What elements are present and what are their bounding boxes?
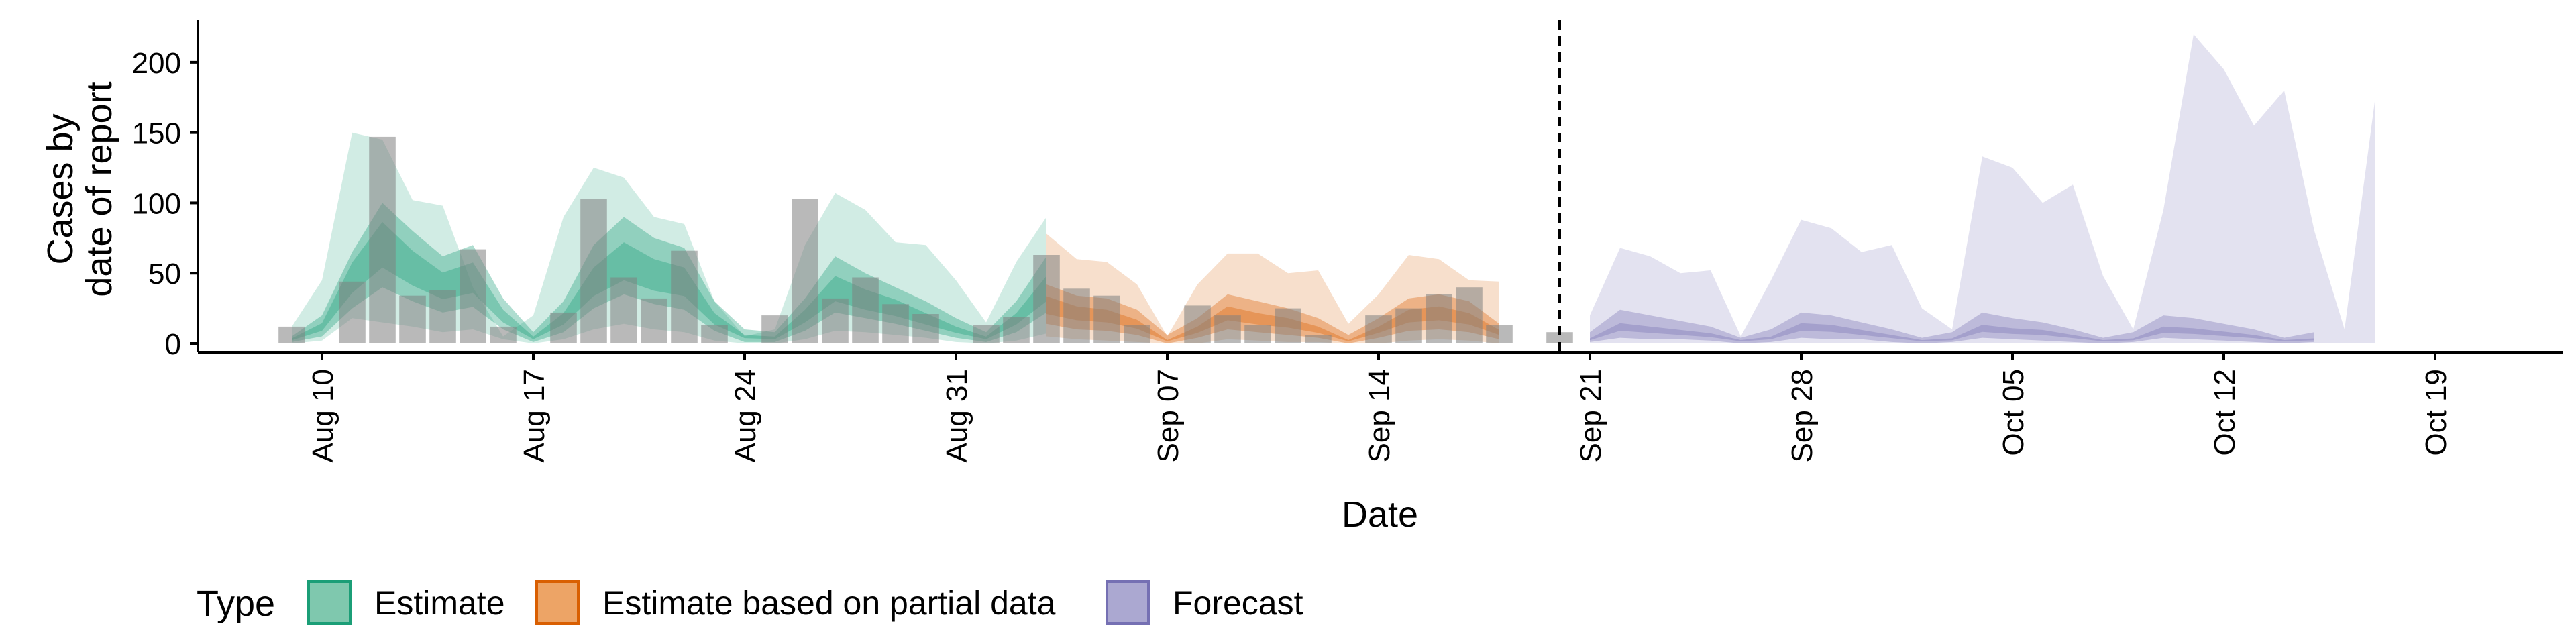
- y-axis-title-line-1: Cases by: [40, 113, 80, 264]
- observed-bar: [852, 277, 879, 343]
- observed-bar: [1033, 255, 1060, 343]
- y-tick-label: 200: [132, 47, 181, 80]
- y-tick-label: 100: [132, 187, 181, 220]
- observed-bar: [1124, 325, 1150, 343]
- x-tick-label: Sep 28: [1786, 369, 1819, 462]
- observed-bars: [278, 136, 1573, 343]
- legend-label: Estimate: [374, 584, 505, 622]
- x-tick-label: Sep 14: [1363, 369, 1396, 462]
- legend-swatch: [1106, 580, 1150, 625]
- y-tick-label: 150: [132, 117, 181, 150]
- observed-bar: [580, 199, 607, 343]
- observed-bar: [339, 281, 366, 343]
- x-tick-label: Oct 05: [1997, 369, 2030, 456]
- x-tick-label: Aug 31: [941, 369, 973, 462]
- y-axis-title-line-2: date of report: [79, 81, 119, 297]
- series-2-median-band: [1590, 323, 2314, 341]
- observed-bar: [1305, 335, 1332, 343]
- y-axis-title: Cases by date of report: [40, 81, 119, 297]
- observed-bar: [761, 315, 788, 343]
- observed-bar: [1003, 317, 1030, 343]
- observed-bar: [1275, 308, 1301, 343]
- x-tick-label: Aug 24: [729, 369, 762, 462]
- x-tick-label: Aug 10: [307, 369, 339, 462]
- observed-bar: [701, 325, 728, 343]
- observed-bar: [610, 277, 637, 343]
- series-2-inner-band: [1590, 309, 2314, 343]
- axes: 0 50 100 150 200 Aug 10 Aug 17 Aug 24 Aug 31 Sep …: [132, 20, 2563, 462]
- observed-bar: [1456, 287, 1483, 343]
- legend-swatch: [307, 580, 352, 625]
- observed-bar: [822, 298, 849, 343]
- observed-bar: [1365, 315, 1392, 343]
- plot-area: [278, 20, 2375, 352]
- observed-bar: [460, 249, 486, 343]
- observed-bar: [1426, 294, 1452, 343]
- observed-bar: [399, 295, 426, 343]
- series-2-outer-band: [1590, 34, 2375, 343]
- x-axis-title: Date: [1342, 494, 1418, 535]
- x-tick-label: Sep 07: [1152, 369, 1185, 462]
- legend-label: Forecast: [1173, 584, 1303, 622]
- legend-title: Type: [197, 584, 275, 624]
- x-tick-label: Oct 19: [2420, 369, 2453, 456]
- series-0-median-band: [292, 221, 1046, 341]
- observed-bar: [1244, 325, 1271, 343]
- observed-bar: [792, 199, 818, 343]
- observed-bar: [1395, 308, 1422, 343]
- observed-bar: [882, 304, 909, 343]
- observed-bar: [1063, 288, 1090, 343]
- observed-bar: [550, 312, 577, 343]
- series-2: [1590, 34, 2375, 343]
- y-tick-label: 50: [148, 258, 181, 290]
- legend: Type Estimate Estimate based on partial d…: [197, 580, 1303, 625]
- observed-bar: [1093, 295, 1120, 343]
- x-tick-label: Oct 12: [2208, 369, 2241, 456]
- observed-bar: [1184, 305, 1211, 343]
- observed-bar: [1214, 315, 1241, 343]
- observed-bar: [490, 326, 517, 343]
- observed-bar: [369, 136, 396, 343]
- x-tick-label: Aug 17: [518, 369, 551, 462]
- observed-bar: [429, 290, 456, 343]
- legend-swatch: [535, 580, 580, 625]
- y-tick-label: 0: [165, 328, 181, 361]
- x-tick-label: Sep 21: [1574, 369, 1607, 462]
- observed-bar: [973, 325, 1000, 343]
- observed-bar: [912, 314, 939, 343]
- observed-bar: [671, 250, 698, 343]
- observed-bar: [1486, 325, 1513, 343]
- observed-bar: [641, 298, 667, 343]
- observed-bar: [1546, 332, 1573, 343]
- legend-label: Estimate based on partial data: [602, 584, 1056, 622]
- observed-bar: [278, 326, 305, 343]
